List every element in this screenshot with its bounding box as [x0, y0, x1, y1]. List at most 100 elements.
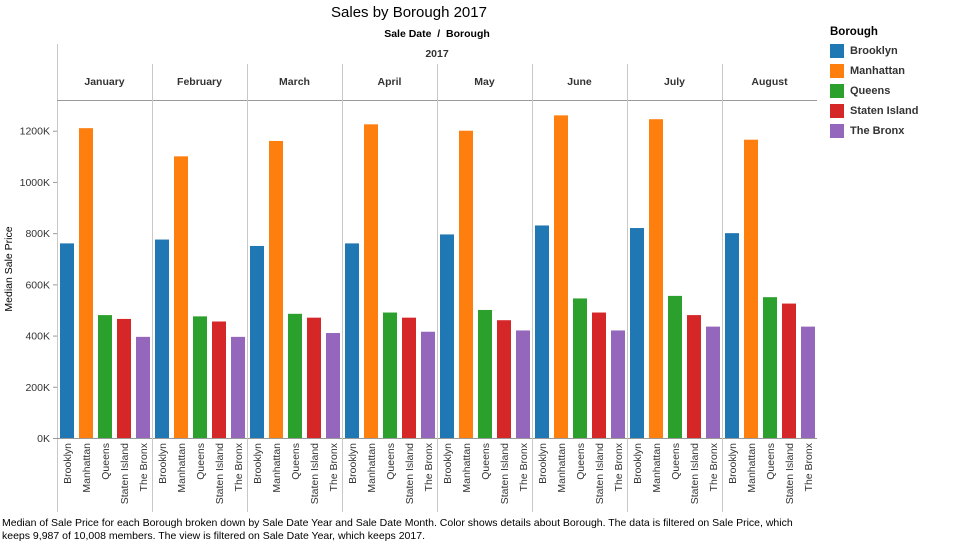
bar-july-brooklyn	[630, 228, 644, 438]
x-tick-label-staten-island: Staten Island	[784, 443, 796, 504]
x-tick-label-staten-island: Staten Island	[309, 443, 321, 504]
legend-item-queens: Queens	[830, 81, 965, 101]
chart-frame	[57, 44, 817, 512]
bar-may-manhattan	[459, 130, 473, 438]
x-tick-label-staten-island: Staten Island	[214, 443, 226, 504]
y-axis: 0K 200K 400K 600K 800K 1000K 1200K	[20, 126, 57, 445]
month-header-february: February	[177, 76, 222, 88]
month-header-july: July	[664, 76, 685, 88]
year-header: 2017	[425, 48, 449, 60]
x-tick-label-manhattan: Manhattan	[746, 443, 758, 493]
legend-title: Borough	[830, 26, 878, 38]
bar-june-queens	[573, 298, 587, 438]
x-tick-label-queens: Queens	[765, 443, 777, 480]
bar-march-manhattan	[269, 140, 283, 438]
bar-may-staten-island	[497, 320, 511, 438]
x-tick-label-manhattan: Manhattan	[651, 443, 663, 493]
bar-january-manhattan	[79, 128, 93, 438]
y-tick-label: 200K	[25, 382, 50, 394]
legend-swatch	[830, 104, 844, 118]
bar-march-staten-island	[307, 317, 321, 438]
bar-april-the-bronx	[421, 331, 435, 438]
legend-item-staten-island: Staten Island	[830, 101, 965, 121]
x-tick-label-the-bronx: The Bronx	[708, 442, 720, 491]
bar-august-queens	[763, 297, 777, 438]
legend-label: Staten Island	[850, 105, 919, 117]
x-tick-label-staten-island: Staten Island	[404, 443, 416, 504]
bar-april-queens	[383, 312, 397, 438]
x-tick-label-staten-island: Staten Island	[119, 443, 131, 504]
bar-february-brooklyn	[155, 239, 169, 438]
legend-label: The Bronx	[850, 125, 905, 137]
x-tick-label-queens: Queens	[100, 443, 112, 480]
x-axis-labels: Brooklyn Manhattan Queens Staten Island The …	[62, 442, 815, 504]
bar-august-the-bronx	[801, 326, 815, 438]
legend-swatch	[830, 84, 844, 98]
bar-march-the-bronx	[326, 333, 340, 438]
x-tick-label-manhattan: Manhattan	[461, 443, 473, 493]
x-tick-label-manhattan: Manhattan	[366, 443, 378, 493]
x-tick-label-brooklyn: Brooklyn	[62, 443, 74, 484]
y-tick-label: 0K	[37, 433, 50, 445]
bar-february-the-bronx	[231, 336, 245, 438]
bar-june-brooklyn	[535, 225, 549, 438]
x-tick-label-queens: Queens	[480, 443, 492, 480]
chart-title: Sales by Borough 2017	[331, 4, 487, 21]
x-tick-label-brooklyn: Brooklyn	[727, 443, 739, 484]
x-tick-label-the-bronx: The Bronx	[423, 442, 435, 491]
x-tick-label-brooklyn: Brooklyn	[442, 443, 454, 484]
bar-july-manhattan	[649, 119, 663, 439]
x-tick-label-the-bronx: The Bronx	[233, 442, 245, 491]
legend-item-brooklyn: Brooklyn	[830, 41, 965, 61]
x-tick-label-manhattan: Manhattan	[556, 443, 568, 493]
bar-march-queens	[288, 313, 302, 438]
x-tick-label-brooklyn: Brooklyn	[632, 443, 644, 484]
bar-june-staten-island	[592, 312, 606, 438]
bar-april-staten-island	[402, 317, 416, 438]
x-tick-label-brooklyn: Brooklyn	[347, 443, 359, 484]
x-tick-label-the-bronx: The Bronx	[518, 442, 530, 491]
bar-august-manhattan	[744, 139, 758, 438]
bar-february-staten-island	[212, 321, 226, 438]
x-tick-label-staten-island: Staten Island	[689, 443, 701, 504]
bar-july-queens	[668, 295, 682, 438]
legend-swatch	[830, 64, 844, 78]
bar-july-the-bronx	[706, 326, 720, 438]
month-header-march: March	[279, 76, 310, 88]
x-tick-label-brooklyn: Brooklyn	[157, 443, 169, 484]
bar-july-staten-island	[687, 315, 701, 438]
legend-item-the-bronx: The Bronx	[830, 121, 965, 141]
bar-april-brooklyn	[345, 243, 359, 438]
x-tick-label-queens: Queens	[385, 443, 397, 480]
bar-june-manhattan	[554, 115, 568, 438]
y-axis-label: Median Sale Price	[3, 226, 15, 311]
y-tick-label: 1200K	[20, 126, 50, 138]
bar-august-staten-island	[782, 303, 796, 438]
bar-june-the-bronx	[611, 330, 625, 438]
bar-may-brooklyn	[440, 234, 454, 438]
bar-january-queens	[98, 315, 112, 438]
x-tick-label-queens: Queens	[575, 443, 587, 480]
x-tick-label-queens: Queens	[670, 443, 682, 480]
y-tick-label: 800K	[25, 228, 50, 240]
x-tick-label-the-bronx: The Bronx	[803, 442, 815, 491]
x-tick-label-the-bronx: The Bronx	[138, 442, 150, 491]
x-tick-label-staten-island: Staten Island	[594, 443, 606, 504]
bar-february-queens	[193, 316, 207, 438]
column-header-title: Sale Date / Borough	[384, 28, 490, 40]
legend-items: Brooklyn Manhattan Queens Staten Island The …	[830, 41, 965, 141]
legend-label: Manhattan	[850, 65, 905, 77]
bar-january-the-bronx	[136, 336, 150, 438]
legend-swatch	[830, 124, 844, 138]
bar-february-manhattan	[174, 156, 188, 439]
bar-may-queens	[478, 309, 492, 438]
bars	[60, 115, 815, 439]
bar-august-brooklyn	[725, 233, 739, 438]
legend: Borough Brooklyn Manhattan Queens Staten Is…	[830, 26, 965, 141]
bar-may-the-bronx	[516, 330, 530, 438]
legend-swatch	[830, 44, 844, 58]
month-header-august: August	[751, 76, 788, 88]
x-tick-label-manhattan: Manhattan	[81, 443, 93, 493]
y-tick-label: 600K	[25, 279, 50, 291]
